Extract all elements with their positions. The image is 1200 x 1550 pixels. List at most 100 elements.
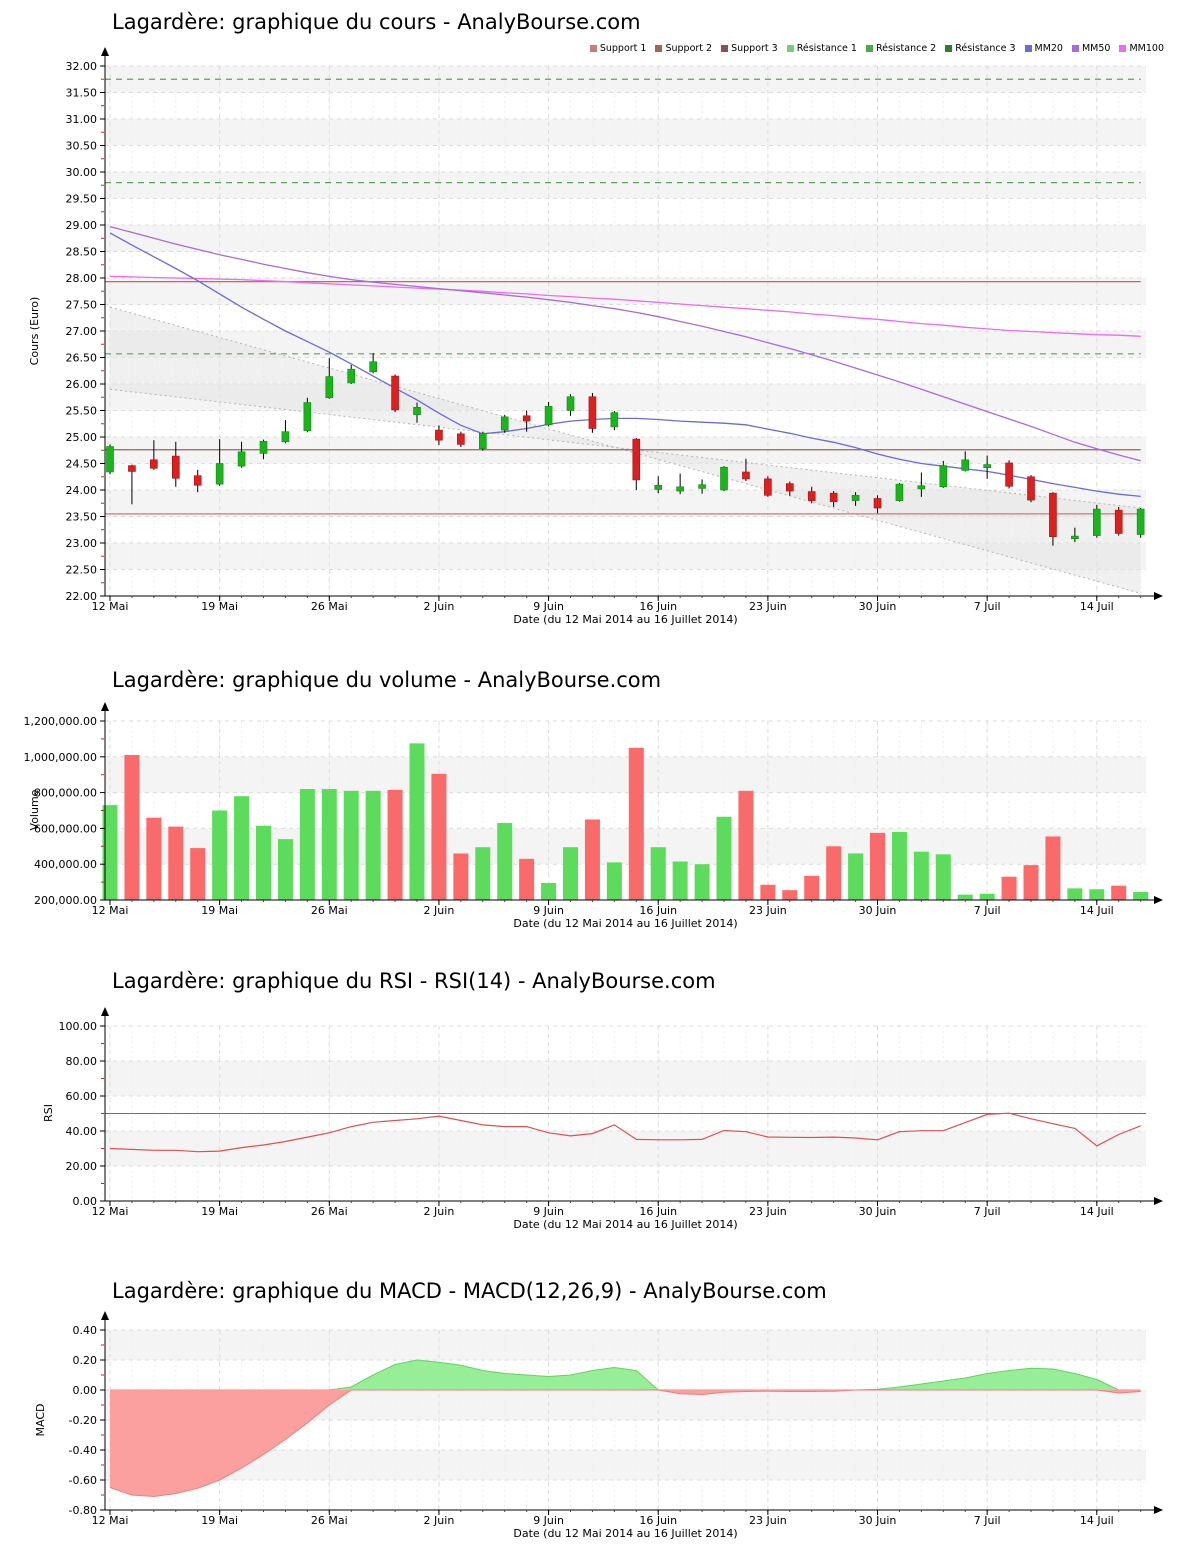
volume-bar xyxy=(804,875,820,900)
candle-body xyxy=(720,466,728,491)
volume-bar xyxy=(694,864,710,900)
x-tick-label: 12 Mai xyxy=(92,1514,129,1527)
volume-bar xyxy=(760,884,776,900)
band xyxy=(105,119,1146,146)
x-axis-arrow-icon xyxy=(1154,1197,1163,1205)
x-tick-label: 26 Mai xyxy=(311,1205,348,1218)
candle-body xyxy=(259,440,268,454)
x-tick-label: 16 Juin xyxy=(639,600,677,613)
y-axis-arrow-icon xyxy=(101,1311,109,1320)
candle-body xyxy=(478,432,487,449)
candle-body xyxy=(588,396,597,429)
volume-bar xyxy=(1023,865,1039,900)
x-axis-title: Date (du 12 Mai 2014 au 16 Juillet 2014) xyxy=(513,1527,737,1540)
chart-title-cours: Lagardère: graphique du cours - AnalyBou… xyxy=(112,10,641,34)
legend-label: MM50 xyxy=(1081,43,1111,54)
mm100-line xyxy=(109,275,1141,337)
legend-item: Résistance 3 xyxy=(945,43,1016,54)
volume-bar xyxy=(234,796,250,900)
x-axis-arrow-icon xyxy=(1154,592,1163,600)
legend-swatch-icon xyxy=(786,45,794,52)
volume-chart: 1,200,000.00 1,000,000.00 800,000.00 600,00… xyxy=(24,702,1163,930)
y-tick-label: 32.00 xyxy=(66,60,98,73)
volume-bar xyxy=(387,789,403,900)
macd-pos-area xyxy=(110,1360,1141,1390)
x-axis-arrow-icon xyxy=(1154,896,1163,904)
y-tick-label: -0.80 xyxy=(69,1504,97,1517)
x-tick-label: 30 Juin xyxy=(859,600,897,613)
x-tick-label: 19 Mai xyxy=(201,1514,238,1527)
y-tick-label: 0.20 xyxy=(73,1354,98,1367)
x-axis-title: Date (du 12 Mai 2014 au 16 Juillet 2014) xyxy=(513,1218,737,1231)
band xyxy=(105,543,1146,570)
y-tick-label: 24.50 xyxy=(66,458,98,471)
volume-bar xyxy=(979,893,995,900)
volume-bar xyxy=(321,789,337,900)
volume-bar xyxy=(584,819,600,900)
x-tick-label: 2 Juin xyxy=(424,1205,455,1218)
candle-body xyxy=(1027,476,1035,501)
y-tick-label: 31.00 xyxy=(66,113,98,126)
candle-body xyxy=(895,483,904,501)
y-axis-title: Volume xyxy=(28,789,41,830)
y-tick-label: -0.40 xyxy=(69,1444,97,1457)
y-tick-label: 27.50 xyxy=(66,299,98,312)
legend-label: Résistance 3 xyxy=(955,43,1016,54)
legend-item: Support 1 xyxy=(589,43,646,54)
x-tick-label: 12 Mai xyxy=(92,904,129,917)
volume-bar xyxy=(606,862,622,900)
chart-title-rsi: Lagardère: graphique du RSI - RSI(14) - … xyxy=(112,969,716,993)
y-tick-label: 28.00 xyxy=(66,272,98,285)
x-axis-arrow-icon xyxy=(1154,1506,1163,1514)
y-tick-label: -0.60 xyxy=(69,1474,97,1487)
legend-swatch-icon xyxy=(1071,45,1079,52)
y-tick-label: 800,000.00 xyxy=(34,787,97,800)
band xyxy=(105,1450,1146,1480)
trend-channel-line xyxy=(109,306,1141,594)
legend-label: MM100 xyxy=(1129,43,1164,54)
x-tick-label: 16 Juin xyxy=(639,1514,677,1527)
y-axis-arrow-icon xyxy=(101,47,109,56)
volume-bar xyxy=(672,861,688,900)
x-tick-label: 9 Juin xyxy=(533,1514,564,1527)
legend-label: Support 3 xyxy=(731,43,778,54)
legend-swatch-icon xyxy=(1024,45,1032,52)
volume-bar xyxy=(891,831,907,900)
candle-body xyxy=(500,416,509,431)
y-tick-label: 80.00 xyxy=(66,1055,98,1068)
candle-body xyxy=(522,415,531,422)
x-tick-label: 30 Juin xyxy=(859,904,897,917)
chart-title-volume: Lagardère: graphique du volume - AnalyBo… xyxy=(112,668,662,692)
y-tick-label: 26.50 xyxy=(66,352,98,365)
y-tick-label: 30.00 xyxy=(66,166,98,179)
x-tick-label: 23 Juin xyxy=(749,904,787,917)
y-tick-label: 0.40 xyxy=(73,1324,98,1337)
y-tick-label: 100.00 xyxy=(59,1020,98,1033)
candle-body xyxy=(1049,492,1057,537)
volume-bar xyxy=(256,825,272,900)
x-tick-label: 14 Juil xyxy=(1080,600,1114,613)
volume-bar xyxy=(782,890,798,900)
volume-bar xyxy=(212,810,228,900)
legend-item: Résistance 1 xyxy=(786,43,857,54)
volume-bar xyxy=(541,882,557,900)
y-axis-title: MACD xyxy=(34,1404,47,1437)
volume-bar xyxy=(124,755,140,900)
x-tick-label: 30 Juin xyxy=(859,1205,897,1218)
x-tick-label: 7 Juil xyxy=(974,1514,1001,1527)
y-tick-label: 400,000.00 xyxy=(34,858,97,871)
volume-bar xyxy=(343,790,359,900)
x-tick-label: 7 Juil xyxy=(974,1205,1001,1218)
y-tick-label: 22.50 xyxy=(66,564,98,577)
candle-body xyxy=(939,465,948,488)
y-tick-label: 25.50 xyxy=(66,405,98,418)
y-tick-label: 29.50 xyxy=(66,193,98,206)
x-tick-label: 30 Juin xyxy=(859,1514,897,1527)
legend-item: MM20 xyxy=(1024,43,1063,54)
candle-body xyxy=(347,368,356,384)
x-tick-label: 23 Juin xyxy=(749,1205,787,1218)
volume-bar xyxy=(1001,876,1017,900)
price-chart: 32.00 31.50 31.00 30.50 30.00 29.50 29.00 28.50… xyxy=(28,47,1163,626)
volume-bar xyxy=(826,846,842,900)
